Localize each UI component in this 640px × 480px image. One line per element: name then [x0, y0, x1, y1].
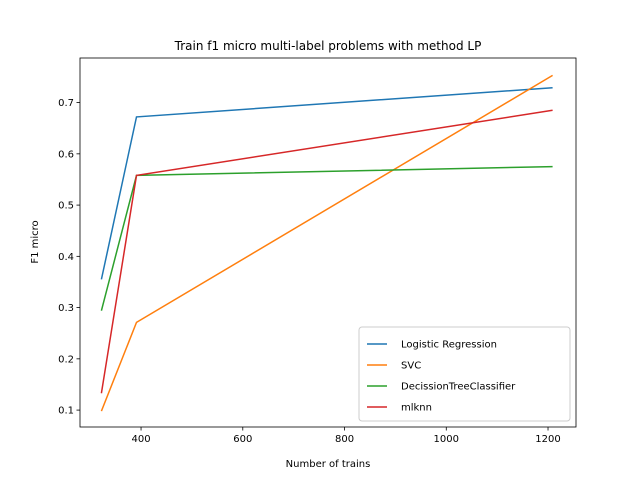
- x-tick-label: 1200: [535, 434, 560, 445]
- y-tick-label: 0.6: [58, 149, 74, 160]
- x-tick-label: 400: [131, 434, 150, 445]
- y-tick-label: 0.1: [58, 406, 74, 417]
- legend-label: SVC: [401, 361, 421, 372]
- legend-label: mlknn: [401, 403, 432, 414]
- x-tick-label: 1000: [434, 434, 459, 445]
- x-axis-ticks: 400 600 800 1000 1200: [131, 427, 561, 445]
- x-tick-label: 600: [233, 434, 252, 445]
- y-axis-label: F1 micro: [30, 220, 41, 263]
- y-tick-label: 0.3: [58, 303, 74, 314]
- y-tick-label: 0.2: [58, 354, 74, 365]
- plot-frame: [79, 57, 577, 428]
- series-lines: [100, 74, 553, 412]
- legend: Logistic Regression SVC DecissionTreeClass…: [358, 326, 571, 422]
- x-axis-label: Number of trains: [286, 459, 371, 470]
- y-tick-label: 0.7: [58, 98, 74, 109]
- legend-box: [358, 326, 571, 422]
- legend-label: DecissionTreeClassifier: [401, 382, 516, 393]
- series-line-2: [100, 74, 553, 412]
- legend-label: Logistic Regression: [401, 340, 497, 351]
- y-tick-label: 0.4: [58, 252, 74, 263]
- chart-title: Train f1 micro multi-label problems with…: [174, 39, 482, 53]
- y-tick-label: 0.5: [58, 201, 74, 212]
- series-line-4: [100, 109, 553, 394]
- series-line-1: [100, 86, 553, 280]
- x-tick-label: 800: [335, 434, 354, 445]
- y-axis-ticks: 0.1 0.2 0.3 0.4 0.5 0.6 0.7: [58, 98, 80, 417]
